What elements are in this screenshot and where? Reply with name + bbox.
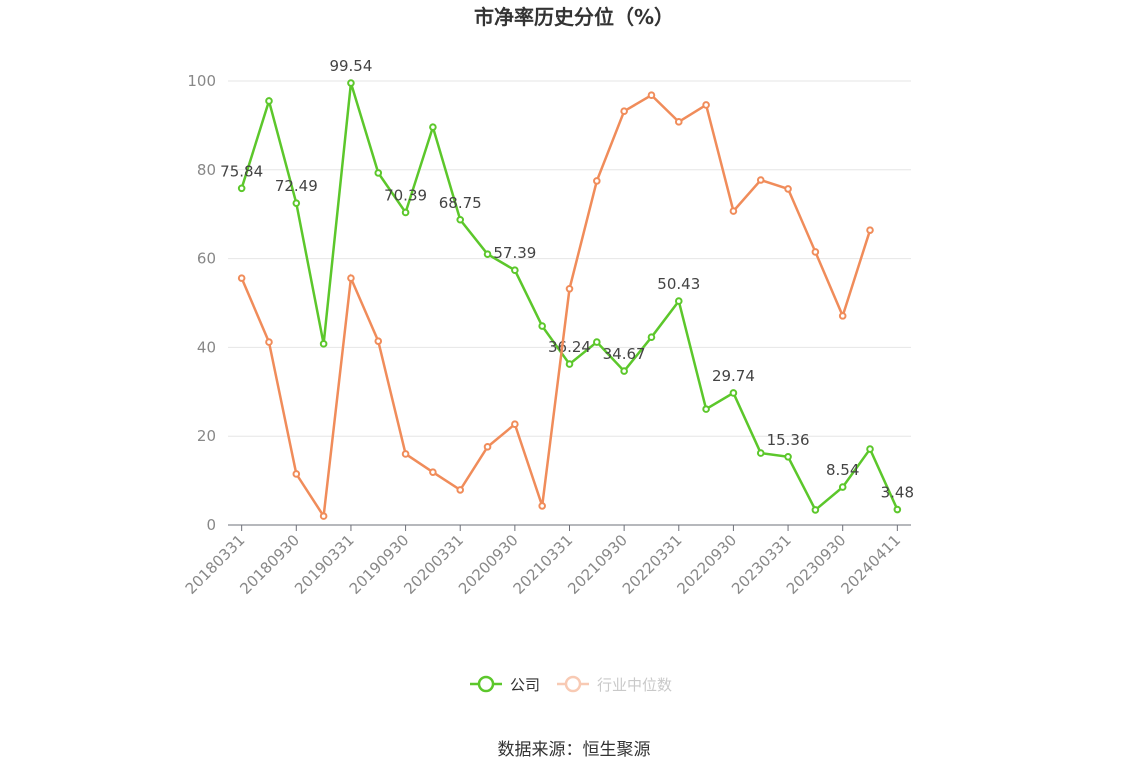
y-tick-label: 80 [197, 161, 216, 179]
point [401, 450, 410, 458]
point [866, 226, 874, 234]
y-tick-label: 40 [197, 338, 216, 356]
point [674, 118, 683, 126]
point [292, 470, 301, 478]
point [756, 449, 765, 457]
point [237, 184, 246, 193]
source: 数据来源：恒生聚源 [498, 740, 651, 760]
point [866, 445, 874, 453]
point [647, 91, 656, 100]
point [511, 420, 519, 429]
point [893, 505, 902, 514]
data-label: 29.74 [712, 367, 755, 385]
point [347, 79, 355, 87]
data-label: 50.43 [657, 275, 700, 293]
legend-item[interactable]: 行业中位数 [557, 675, 672, 694]
data-label: 3.48 [881, 484, 914, 502]
point [729, 207, 738, 215]
point [811, 506, 820, 514]
point [401, 208, 410, 217]
point [593, 338, 601, 346]
point [647, 333, 656, 341]
point [374, 169, 383, 177]
point [565, 360, 574, 368]
point [265, 338, 273, 346]
point [702, 405, 710, 413]
legend-marker [564, 675, 582, 693]
legend-marker [477, 675, 495, 693]
point [265, 97, 273, 105]
data-label: 68.75 [439, 194, 482, 212]
point [292, 199, 301, 207]
point [511, 266, 519, 274]
point [429, 468, 437, 476]
point [538, 502, 546, 510]
chart-title: 市净率历史分位（%） [474, 5, 674, 29]
y-tick-label: 0 [206, 516, 216, 534]
point [593, 177, 601, 185]
point [674, 297, 683, 305]
x-tick-label: 20240411 [837, 531, 904, 598]
data-label: 36.24 [548, 338, 591, 356]
point [456, 215, 465, 224]
point [565, 284, 574, 293]
data-label: 72.49 [275, 177, 318, 195]
point [237, 274, 246, 282]
point [784, 185, 792, 193]
point [811, 248, 820, 256]
data-label: 75.84 [220, 162, 263, 180]
point [620, 367, 628, 375]
y-tick-label: 60 [197, 250, 216, 268]
y-tick-label: 20 [197, 427, 216, 445]
data-label: 70.39 [384, 186, 427, 204]
legend-label: 行业中位数 [597, 676, 672, 694]
point [784, 453, 792, 461]
point [483, 443, 492, 451]
point [838, 483, 847, 491]
point [319, 512, 328, 520]
point [374, 337, 383, 345]
y-tick-label: 100 [187, 72, 216, 90]
point [347, 274, 355, 282]
point [729, 389, 738, 397]
data-label: 34.67 [603, 345, 646, 363]
data-label: 57.39 [493, 244, 536, 262]
data-label: 99.54 [329, 57, 372, 75]
point [483, 250, 492, 258]
point [319, 340, 328, 348]
point [429, 123, 437, 131]
point [702, 101, 710, 109]
legend-label: 公司 [510, 676, 540, 694]
point [620, 107, 628, 115]
point [538, 322, 546, 330]
point [456, 486, 465, 494]
point [756, 176, 765, 184]
data-label: 8.54 [826, 461, 859, 479]
legend-item[interactable]: 公司 [470, 675, 540, 694]
point [838, 312, 847, 320]
data-label: 15.36 [767, 431, 810, 449]
series-line [240, 93, 872, 520]
